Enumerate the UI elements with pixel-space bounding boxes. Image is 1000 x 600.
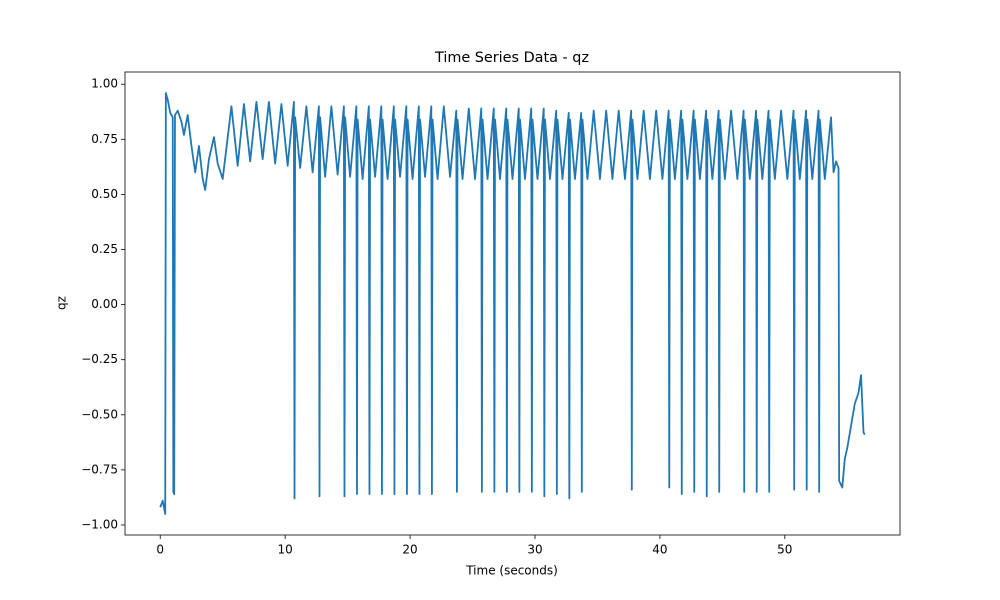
y-tick-label: −1.00: [81, 517, 118, 531]
x-tick-label: 50: [777, 543, 792, 557]
y-tick-label: −0.50: [81, 407, 118, 421]
y-tick-label: 0.00: [91, 297, 118, 311]
x-tick-label: 20: [402, 543, 417, 557]
y-tick-label: 0.25: [91, 242, 118, 256]
chart-title: Time Series Data - qz: [434, 50, 589, 66]
x-tick-label: 10: [278, 543, 293, 557]
y-tick-label: 0.50: [91, 187, 118, 201]
x-tick-label: 0: [156, 543, 164, 557]
x-tick-label: 30: [527, 543, 542, 557]
y-tick-label: −0.25: [81, 352, 118, 366]
y-axis-label: qz: [55, 296, 69, 310]
x-axis-label: Time (seconds): [465, 564, 558, 578]
y-tick-label: 1.00: [91, 77, 118, 91]
data-line: [159, 92, 866, 515]
plot-frame: [124, 71, 901, 536]
y-tick-label: 0.75: [91, 132, 118, 146]
y-tick-label: −0.75: [81, 462, 118, 476]
x-tick-label: 40: [652, 543, 667, 557]
